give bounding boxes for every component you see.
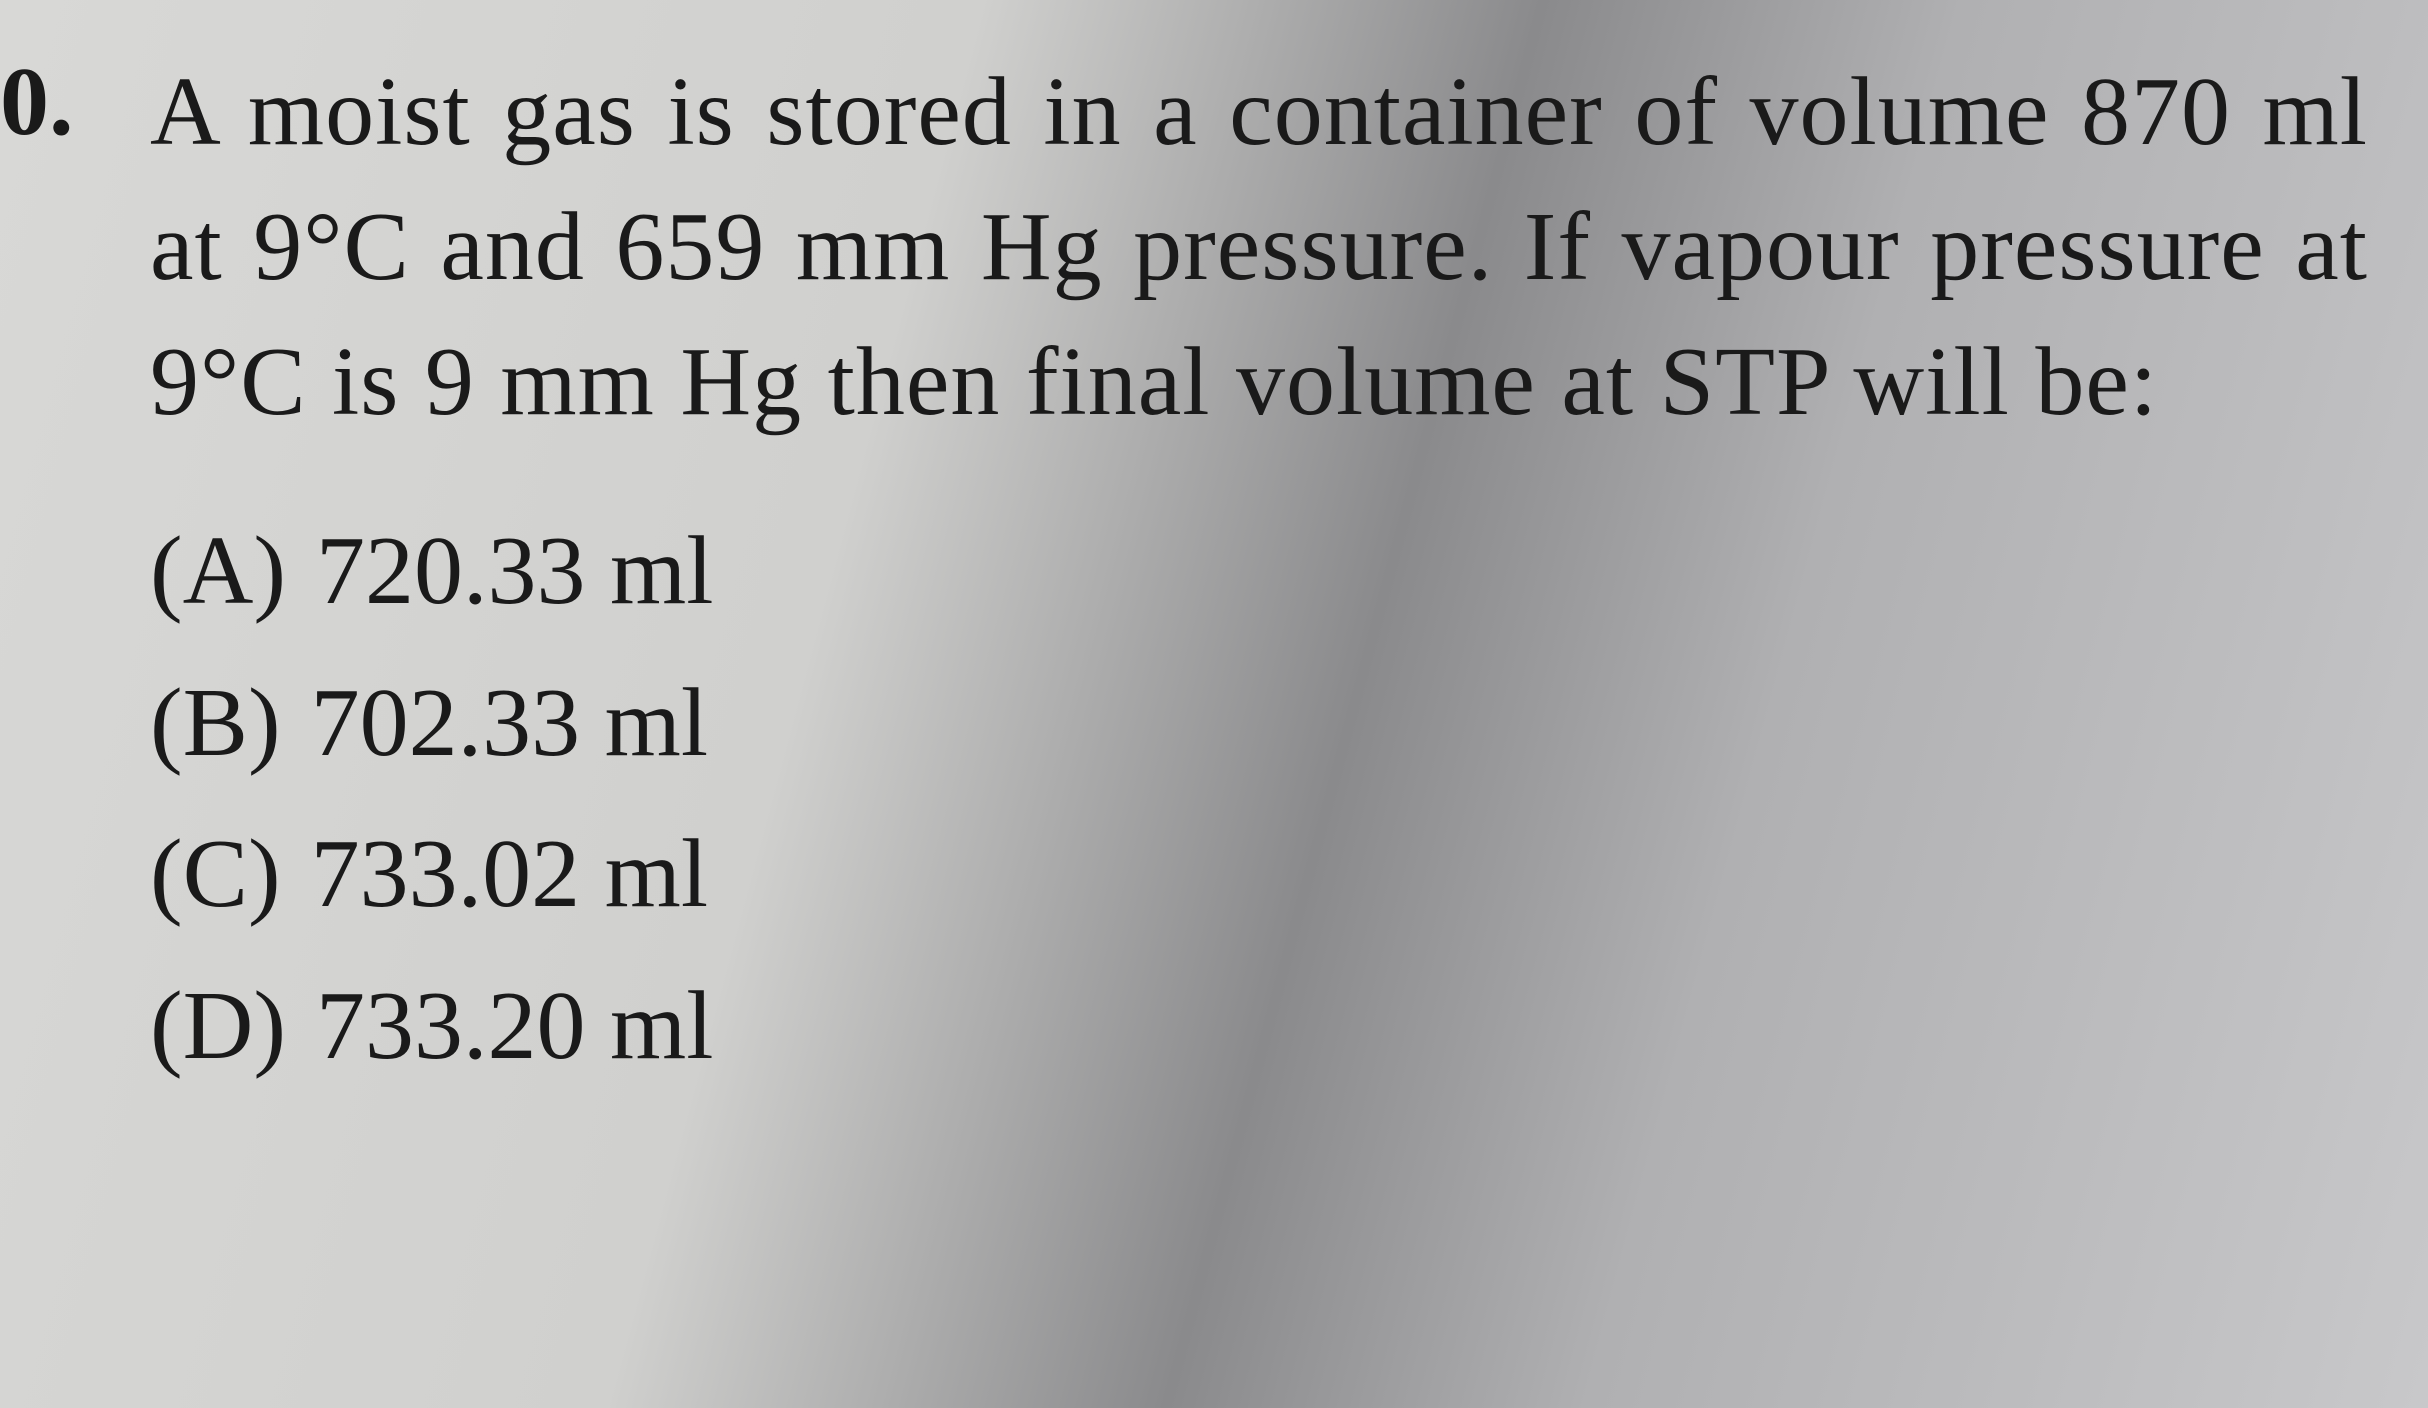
option-a: (A) 720.33 ml [150,496,2368,648]
question-body: A moist gas is stored in a container of … [150,45,2368,1103]
option-value: 702.33 ml [311,648,2368,800]
question-text: A moist gas is stored in a container of … [150,45,2368,451]
option-letter: (C) [150,799,281,951]
option-b: (B) 702.33 ml [150,648,2368,800]
option-letter: (D) [150,951,286,1103]
question-number: 0. [0,45,100,151]
option-value: 733.20 ml [316,951,2368,1103]
option-d: (D) 733.20 ml [150,951,2368,1103]
options-list: (A) 720.33 ml (B) 702.33 ml (C) 733.02 m… [150,496,2368,1104]
option-letter: (B) [150,648,281,800]
option-c: (C) 733.02 ml [150,799,2368,951]
option-value: 720.33 ml [316,496,2368,648]
question-wrapper: 0. A moist gas is stored in a container … [0,45,2368,1103]
option-value: 733.02 ml [311,799,2368,951]
option-letter: (A) [150,496,286,648]
